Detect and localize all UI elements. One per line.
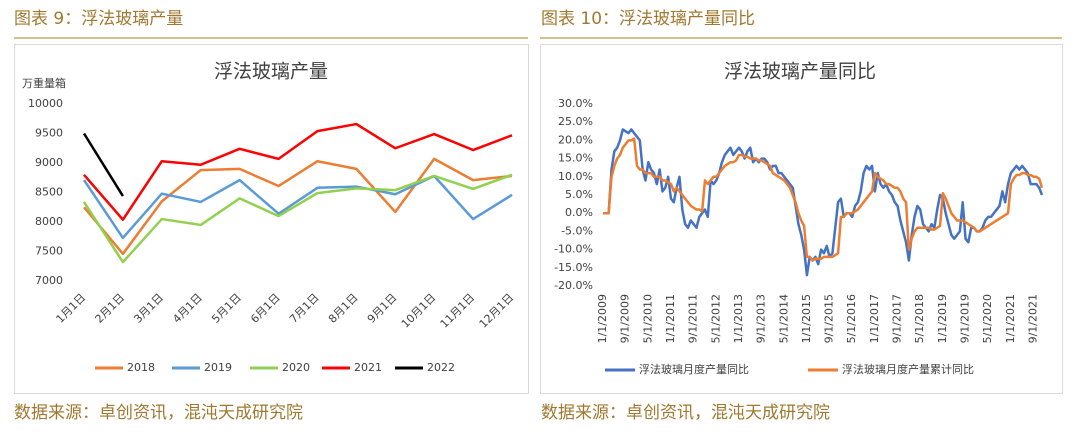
y-tick-label: 8500 <box>35 186 63 199</box>
y-tick-label: 15.0% <box>558 152 593 165</box>
y-tick-label: 9500 <box>35 127 63 140</box>
y-tick-label: -5.0% <box>561 224 593 237</box>
x-tick-label: 9/1/2015 <box>823 294 836 343</box>
y-tick-label: -10.0% <box>554 243 593 256</box>
y-tick-label: -15.0% <box>554 261 593 274</box>
x-tick-label: 1月1日 <box>54 291 89 326</box>
x-tick-label: 9/1/2009 <box>619 294 632 343</box>
series-line <box>603 137 1044 262</box>
x-tick-label: 9/1/2021 <box>1027 294 1040 343</box>
series-line <box>82 173 513 264</box>
x-tick-label: 1/1/2017 <box>868 294 881 343</box>
y-tick-label: 10.0% <box>558 170 593 183</box>
y-tick-label: 7000 <box>35 274 63 287</box>
series-line <box>603 128 1044 277</box>
x-tick-label: 1/1/2013 <box>732 294 745 343</box>
chart-title: 浮法玻璃产量同比 <box>724 61 876 83</box>
x-tick-label: 9/1/2011 <box>687 294 700 343</box>
chart-frame <box>540 44 1063 394</box>
x-tick-label: 2月1日 <box>93 291 128 326</box>
x-tick-label: 1/1/2009 <box>596 294 609 343</box>
x-tick-label: 3月1日 <box>131 291 166 326</box>
legend-label: 2022 <box>427 361 455 374</box>
x-tick-label: 1/1/2011 <box>664 294 677 343</box>
chart-frame <box>14 44 529 394</box>
header: 图表 9：浮法玻璃产量 <box>14 9 183 29</box>
x-tick-label: 9/1/2013 <box>755 294 768 343</box>
x-tick-label: 10月1日 <box>399 291 439 331</box>
y-tick-label: 5.0% <box>565 188 593 201</box>
y-tick-label: 0.0% <box>565 206 593 219</box>
legend-label: 2021 <box>354 361 382 374</box>
y-tick-label: 20.0% <box>558 133 593 146</box>
y-tick-label: 10000 <box>28 97 63 110</box>
x-tick-label: 8月1日 <box>326 291 361 326</box>
legend-label: 2020 <box>282 361 310 374</box>
y-tick-label: 30.0% <box>558 97 593 110</box>
legend-label: 浮法玻璃月度产量同比 <box>639 362 749 376</box>
legend-label: 浮法玻璃月度产量累计同比 <box>842 362 974 376</box>
header: 图表 10：浮法玻璃产量同比 <box>541 9 755 29</box>
x-tick-label: 7月1日 <box>287 291 322 326</box>
x-tick-label: 5/1/2016 <box>845 294 858 343</box>
y-tick-label: 7500 <box>35 245 63 258</box>
x-tick-label: 6月1日 <box>248 291 283 326</box>
series-line <box>82 132 124 197</box>
source: 数据来源：卓创资讯，混沌天成研究院 <box>541 403 830 423</box>
x-tick-label: 5/1/2012 <box>709 294 722 343</box>
source: 数据来源：卓创资讯，混沌天成研究院 <box>14 403 303 423</box>
chart-title: 浮法玻璃产量 <box>214 61 328 83</box>
y-tick-label: 25.0% <box>558 115 593 128</box>
legend-label: 2018 <box>127 361 155 374</box>
x-tick-label: 1/1/2021 <box>1004 294 1017 343</box>
legend-label: 2019 <box>204 361 232 374</box>
series-line <box>83 122 513 221</box>
x-tick-label: 11月1日 <box>438 291 478 331</box>
x-tick-label: 9/1/2017 <box>891 294 904 343</box>
y-tick-label: 9000 <box>35 156 63 169</box>
x-tick-label: 12月1日 <box>477 291 517 331</box>
y-tick-label: -20.0% <box>554 279 593 292</box>
x-tick-label: 1/1/2015 <box>800 294 813 343</box>
x-tick-label: 5/1/2010 <box>641 294 654 343</box>
y-tick-label: 8000 <box>35 215 63 228</box>
x-tick-label: 5/1/2018 <box>913 294 926 343</box>
x-tick-label: 4月1日 <box>170 291 205 326</box>
series-line <box>82 174 513 240</box>
x-tick-label: 1/1/2019 <box>936 294 949 343</box>
series-line <box>83 157 513 256</box>
x-tick-label: 9/1/2019 <box>959 294 972 343</box>
x-tick-label: 5月1日 <box>209 291 244 326</box>
y-axis-label: 万重量箱 <box>22 76 66 90</box>
x-tick-label: 9月1日 <box>365 291 400 326</box>
x-tick-label: 5/1/2020 <box>981 294 994 343</box>
x-tick-label: 5/1/2014 <box>777 294 790 343</box>
